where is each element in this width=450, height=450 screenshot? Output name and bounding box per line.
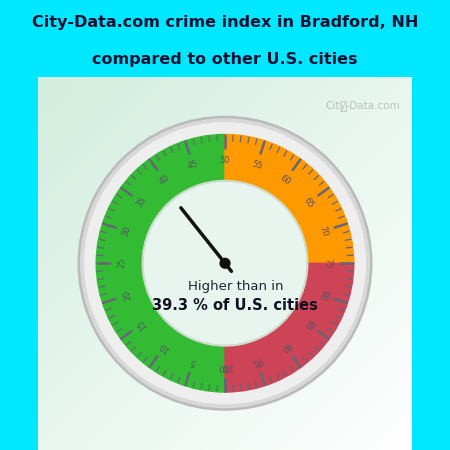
Text: ⓘ: ⓘ [339,100,347,113]
Text: 0: 0 [222,362,228,371]
Text: 20: 20 [121,289,133,302]
Text: 75: 75 [324,258,333,269]
Circle shape [144,182,306,344]
Text: 35: 35 [135,196,148,210]
Text: 39.3 % of U.S. cities: 39.3 % of U.S. cities [153,298,318,313]
Text: 95: 95 [251,356,263,367]
Text: 55: 55 [251,159,263,171]
Text: 80: 80 [317,288,329,302]
Text: 70: 70 [317,225,329,238]
Text: Higher than in: Higher than in [188,280,283,293]
Text: City-Data.com: City-Data.com [326,101,400,112]
Wedge shape [96,135,225,392]
Circle shape [78,117,372,410]
Text: 90: 90 [279,340,292,353]
Text: 25: 25 [117,258,126,269]
Text: 45: 45 [187,159,199,171]
Circle shape [85,123,365,404]
Text: 5: 5 [189,356,197,366]
Text: 15: 15 [135,317,148,331]
Wedge shape [225,263,354,392]
Text: 100: 100 [217,362,233,371]
Text: 40: 40 [158,173,171,187]
Circle shape [81,119,369,408]
Text: compared to other U.S. cities: compared to other U.S. cities [92,52,358,67]
Text: 30: 30 [121,225,133,238]
Wedge shape [225,135,354,263]
Text: 60: 60 [279,173,292,187]
Text: 85: 85 [302,317,315,331]
Text: 65: 65 [302,196,315,210]
Text: City-Data.com crime index in Bradford, NH: City-Data.com crime index in Bradford, N… [32,15,418,31]
Text: 50: 50 [220,156,230,165]
Text: 10: 10 [158,340,171,353]
Circle shape [220,258,230,268]
